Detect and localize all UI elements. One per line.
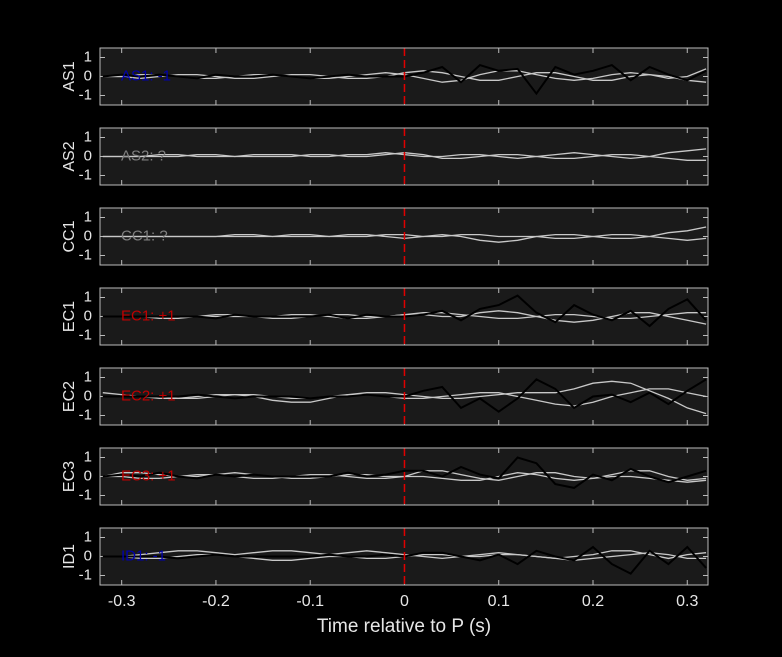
x-tick-label: 0 [400,593,409,610]
y-axis-label: CC1 [61,220,78,252]
x-tick-label: 0.3 [676,593,698,610]
annotation: EC2: +1 [121,387,176,404]
panel-border [99,207,709,266]
y-axis-label: ID1 [61,544,78,569]
panel-border [99,447,709,506]
x-tick-label: -0.3 [108,593,136,610]
annotation: CC1: ? [121,227,168,244]
annotation: AS1: -1 [121,67,171,84]
panel-border [99,527,709,586]
y-tick-label: 0 [84,387,92,404]
y-tick-label: 0 [84,67,92,84]
y-tick-label: 1 [84,208,92,225]
y-axis-label: AS1 [61,61,78,91]
y-tick-label: 1 [84,288,92,305]
y-tick-label: 0 [84,227,92,244]
annotation: EC1: +1 [121,307,176,324]
x-axis-label: Time relative to P (s) [317,616,491,637]
y-tick-label: 0 [84,147,92,164]
x-tick-label: 0.2 [582,593,604,610]
y-tick-label: 0 [84,307,92,324]
y-tick-label: -1 [79,86,92,103]
y-tick-label: 1 [84,368,92,385]
y-tick-label: 0 [84,547,92,564]
y-tick-label: 1 [84,448,92,465]
y-axis-label: EC1 [61,301,78,332]
panel-border [99,287,709,346]
y-tick-label: -1 [79,406,92,423]
y-tick-label: 0 [84,467,92,484]
y-tick-label: 1 [84,48,92,65]
y-tick-label: -1 [79,166,92,183]
trace [102,456,707,489]
y-tick-label: -1 [79,566,92,583]
annotation: AS2: ? [121,147,166,164]
y-tick-label: -1 [79,246,92,263]
y-axis-label: EC3 [61,461,78,492]
panel-border [99,127,709,186]
panel-border [99,47,709,106]
y-axis-label: AS2 [61,141,78,171]
y-tick-label: 1 [84,528,92,545]
annotation: ID1: -1 [121,547,166,564]
x-tick-label: -0.1 [296,593,324,610]
x-tick-label: 0.1 [488,593,510,610]
y-tick-label: -1 [79,486,92,503]
y-tick-label: -1 [79,326,92,343]
x-tick-label: -0.2 [202,593,230,610]
panel-border [99,367,709,426]
y-tick-label: 1 [84,128,92,145]
annotation: EC3: +1 [121,467,176,484]
y-axis-label: EC2 [61,381,78,412]
